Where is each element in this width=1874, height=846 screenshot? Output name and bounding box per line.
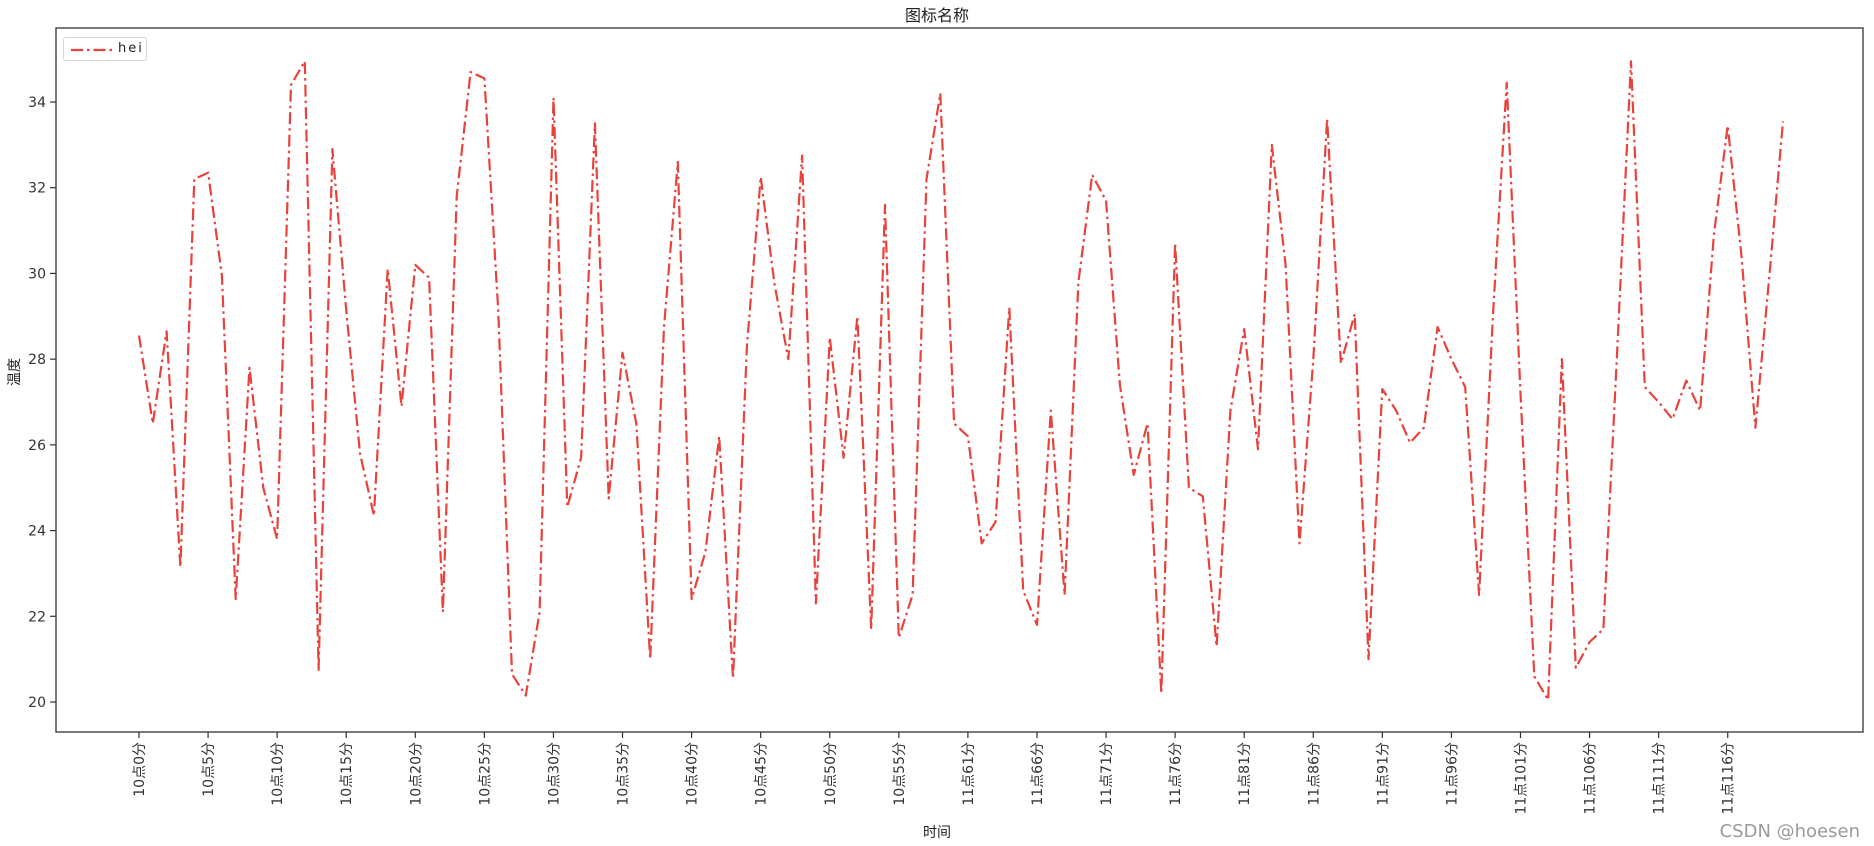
x-tick-label: 10点35分 — [616, 742, 632, 806]
watermark: CSDN @hoesen — [1719, 821, 1860, 842]
x-tick-label: 11点71分 — [1099, 742, 1115, 806]
x-tick-label: 10点0分 — [132, 742, 148, 797]
x-tick-label: 10点25分 — [477, 742, 493, 806]
x-tick-label: 11点116分 — [1721, 742, 1737, 815]
x-tick-label: 11点81分 — [1237, 742, 1253, 806]
y-axis-label-text: 温度 — [7, 358, 23, 386]
legend: hei — [63, 37, 147, 61]
x-tick-label: 10点55分 — [892, 742, 908, 806]
y-tick-label: 22 — [28, 609, 46, 625]
x-tick-label: 11点101分 — [1514, 742, 1530, 815]
x-tick-label: 11点66分 — [1030, 742, 1046, 806]
x-tick-label: 11点111分 — [1652, 742, 1668, 815]
x-tick-label: 11点86分 — [1306, 742, 1322, 806]
y-tick-label: 28 — [28, 352, 46, 368]
x-axis-ticks: 10点0分 10点5分 10点10分 10点15分 10点20分 10点25分 10点30分… — [132, 732, 1737, 815]
chart-title: 图标名称 — [904, 6, 969, 25]
y-tick-label: 32 — [28, 181, 46, 197]
x-tick-label: 10点5分 — [201, 742, 217, 797]
x-tick-label: 10点20分 — [408, 742, 424, 806]
plot-frame — [55, 27, 1864, 733]
y-tick-label: 20 — [28, 695, 46, 711]
x-tick-label: 10点15分 — [339, 742, 355, 806]
x-tick-label: 10点50分 — [823, 742, 839, 806]
series-line-hei — [137, 60, 1785, 702]
x-tick-label: 10点10分 — [270, 742, 286, 806]
x-tick-label: 10点40分 — [685, 742, 701, 806]
x-tick-label: 11点61分 — [961, 742, 977, 806]
legend-label: hei — [118, 41, 144, 56]
x-tick-label: 11点91分 — [1375, 742, 1391, 806]
x-axis-label: 时间 — [923, 825, 951, 841]
y-tick-label: 34 — [28, 95, 46, 111]
y-tick-label: 26 — [28, 438, 46, 454]
x-tick-label: 11点106分 — [1583, 742, 1599, 815]
y-tick-label: 24 — [28, 524, 46, 540]
x-tick-label: 10点45分 — [754, 742, 770, 806]
x-tick-label: 11点96分 — [1444, 742, 1460, 806]
y-axis-ticks: 20 22 24 26 28 30 32 34 — [28, 95, 56, 711]
legend-line-icon — [71, 48, 113, 52]
x-tick-label: 10点30分 — [546, 742, 562, 806]
x-tick-label: 11点76分 — [1168, 742, 1184, 806]
y-tick-label: 30 — [28, 266, 46, 282]
y-axis-label: 温度 — [4, 358, 24, 386]
